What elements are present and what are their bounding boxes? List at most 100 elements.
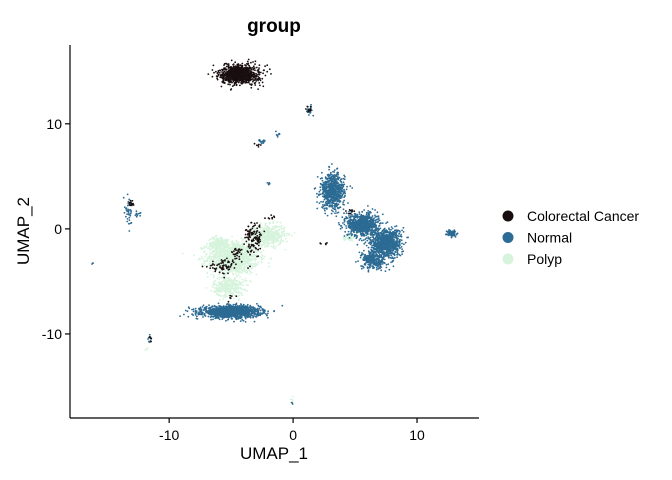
data-point (330, 171, 332, 174)
data-point (343, 235, 346, 237)
data-point (209, 238, 212, 241)
data-point (282, 240, 285, 243)
data-point (257, 261, 260, 264)
data-point (342, 184, 344, 186)
data-point (286, 240, 288, 243)
data-point (252, 249, 255, 252)
data-point (225, 319, 227, 322)
data-point (223, 306, 226, 309)
data-point (256, 263, 259, 266)
data-point (216, 242, 219, 244)
data-point (226, 286, 229, 289)
data-point (206, 242, 209, 245)
data-point (218, 250, 221, 252)
data-point (223, 290, 226, 293)
data-point (314, 187, 317, 190)
data-point (325, 180, 328, 183)
data-point (277, 229, 279, 232)
data-point (327, 194, 330, 197)
data-point (342, 222, 344, 224)
data-point (234, 261, 237, 264)
data-point (360, 239, 363, 242)
data-point (251, 258, 254, 261)
data-point (322, 184, 325, 186)
data-point (261, 257, 264, 260)
data-point (247, 253, 249, 255)
data-point (267, 312, 269, 315)
data-point (197, 258, 200, 261)
data-point (211, 309, 213, 312)
data-point (331, 189, 334, 192)
data-point (213, 255, 215, 258)
data-point (330, 193, 332, 196)
data-point (281, 231, 284, 234)
data-point (334, 198, 337, 201)
data-point (217, 246, 220, 249)
data-point (229, 283, 232, 286)
data-point (273, 228, 275, 230)
data-point (339, 227, 342, 230)
data-point (220, 286, 223, 289)
data-point (246, 271, 249, 274)
data-point (253, 307, 256, 309)
data-point (349, 217, 352, 219)
data-point (225, 273, 227, 276)
data-point (365, 213, 368, 216)
data-point (339, 194, 341, 197)
data-point (213, 313, 216, 316)
data-point (337, 222, 340, 224)
data-point (204, 255, 206, 258)
data-point (259, 222, 262, 225)
data-point (238, 241, 240, 244)
data-point (240, 316, 242, 318)
data-point (201, 257, 204, 260)
data-point (257, 250, 259, 253)
data-point (352, 226, 355, 229)
data-point (201, 264, 204, 267)
data-point (227, 279, 230, 282)
data-point (220, 248, 223, 251)
data-point (254, 227, 256, 230)
data-point (293, 232, 296, 234)
data-point (247, 241, 250, 244)
data-point (218, 278, 221, 281)
data-point (264, 223, 267, 226)
data-point (224, 262, 227, 265)
data-point (245, 289, 247, 292)
data-point (343, 196, 345, 199)
data-point (220, 315, 222, 318)
data-point (205, 245, 208, 248)
data-point (233, 283, 235, 286)
data-point (244, 262, 247, 264)
data-point (219, 252, 221, 255)
data-point (233, 279, 236, 282)
data-point (239, 254, 242, 257)
data-point (244, 316, 247, 318)
data-point (242, 308, 245, 311)
data-point (250, 311, 253, 314)
data-point (334, 178, 337, 181)
data-point (337, 211, 340, 214)
data-point (337, 172, 339, 175)
data-point (319, 193, 322, 196)
data-point (205, 310, 207, 313)
data-point (333, 169, 336, 172)
data-point (241, 244, 243, 247)
data-point (192, 308, 195, 311)
data-point (232, 241, 235, 244)
data-point (201, 313, 204, 315)
data-point (218, 257, 221, 260)
data-point (247, 259, 250, 262)
data-point (283, 227, 286, 230)
data-point (252, 316, 255, 319)
data-point (323, 198, 326, 201)
data-point (276, 221, 279, 224)
data-point (272, 246, 275, 249)
data-point (332, 192, 335, 195)
data-point (267, 262, 270, 265)
data-point (231, 312, 233, 315)
data-point (232, 303, 235, 306)
data-point (203, 264, 206, 267)
data-point (260, 254, 263, 256)
